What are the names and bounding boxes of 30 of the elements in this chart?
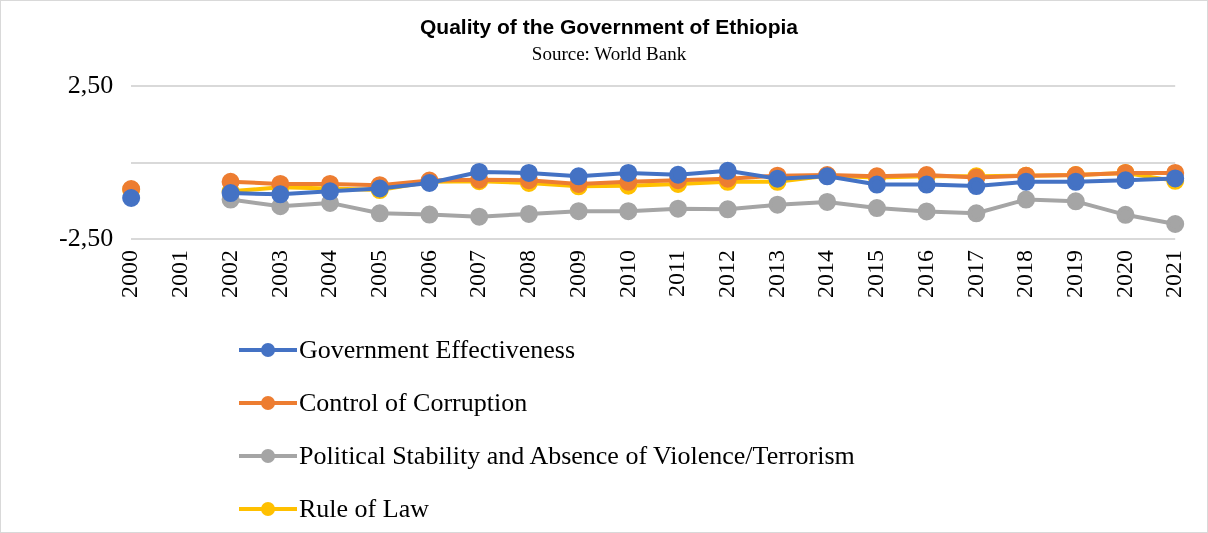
x-tick-label: 2020: [1110, 250, 1137, 298]
legend-label: Government Effectiveness: [299, 334, 576, 365]
x-tick-label: 2000: [116, 250, 143, 298]
x-tick-label: 2008: [514, 250, 541, 298]
x-tick-label: 2021: [1160, 250, 1187, 298]
x-tick-label: 2003: [265, 250, 292, 298]
x-tick-label: 2011: [663, 250, 690, 298]
x-tick-label: 2018: [1011, 250, 1038, 298]
legend-label: Control of Corruption: [299, 387, 528, 418]
y-tick-label: -2,50: [58, 222, 114, 252]
x-tick-label: 2010: [613, 250, 640, 298]
x-tick-label: 2006: [414, 250, 441, 298]
chart-subtitle: Source: World Bank: [531, 42, 687, 64]
chart-title: Quality of the Government of Ethiopia: [419, 15, 799, 39]
x-tick-label: 2015: [862, 250, 889, 298]
x-tick-label: 2013: [762, 250, 789, 298]
x-tick-label: 2014: [812, 250, 839, 298]
x-tick-label: 2005: [365, 250, 392, 298]
x-tick-label: 2019: [1061, 250, 1088, 298]
x-tick-label: 2001: [166, 250, 193, 298]
legend-label: Political Stability and Absence of Violence/Terrorism: [299, 440, 855, 471]
x-tick-label: 2009: [563, 250, 590, 298]
x-tick-label: 2016: [911, 250, 938, 298]
x-tick-label: 2007: [464, 250, 491, 298]
legend-label: Rule of Law: [299, 493, 429, 524]
x-tick-label: 2002: [215, 250, 242, 298]
x-tick-label: 2012: [713, 250, 740, 298]
y-tick-label: 2,50: [67, 69, 114, 99]
x-tick-label: 2004: [315, 250, 342, 298]
x-tick-label: 2017: [961, 250, 988, 298]
